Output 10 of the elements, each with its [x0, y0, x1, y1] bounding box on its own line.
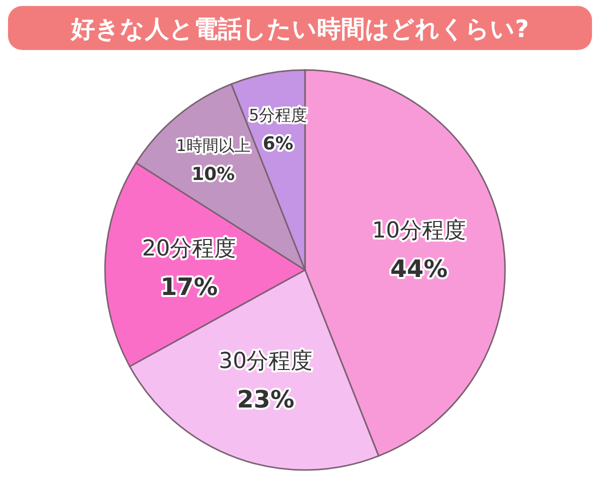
data-label: 17% — [160, 272, 218, 301]
data-label: 10% — [192, 164, 235, 185]
slice-label: 20分程度 — [142, 236, 236, 262]
slice-label: 10分程度 — [372, 218, 466, 244]
data-label: 23% — [236, 386, 294, 414]
slice-label: 30分程度 — [218, 349, 313, 374]
chart-title: 好きな人と電話したい時間はどれくらい? — [70, 15, 529, 43]
data-label: 44% — [390, 254, 448, 283]
slice-label: 1時間以上 — [176, 136, 250, 156]
data-label: 6% — [262, 133, 294, 154]
